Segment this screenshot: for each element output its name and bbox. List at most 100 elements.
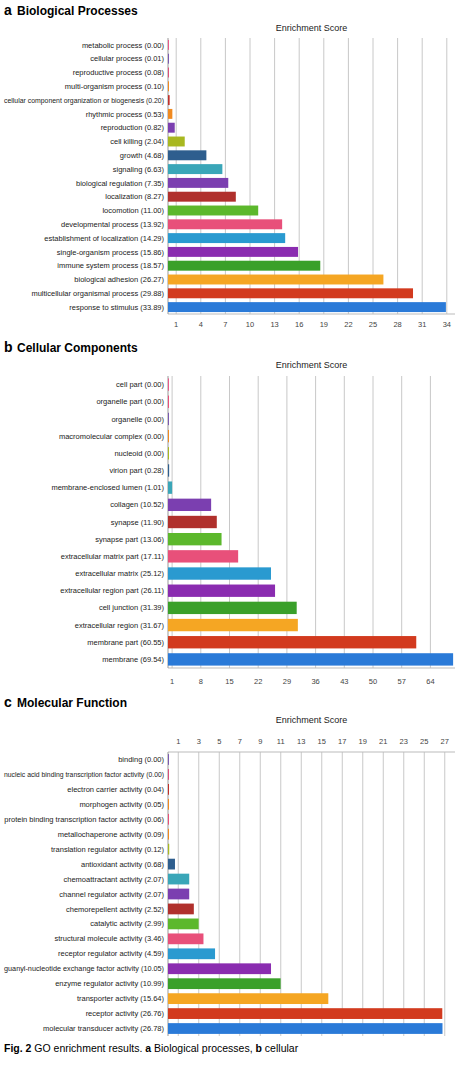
- bar: [168, 754, 169, 765]
- bar: [168, 481, 172, 493]
- bar: [168, 533, 222, 545]
- category-label: response to stimulus (33.89): [69, 303, 164, 312]
- bar: [168, 178, 228, 188]
- grid-line: [225, 38, 226, 314]
- category-label: single-organism process (15.86): [57, 248, 165, 257]
- category-label: locomotion (11.00): [102, 206, 164, 215]
- category-label: multicellular organismal process (29.88): [31, 289, 164, 298]
- bar: [168, 164, 222, 174]
- category-label: enzyme regulator activity (10.99): [55, 979, 164, 988]
- category-label: antioxidant activity (0.68): [81, 860, 164, 869]
- tick-label: 19: [359, 737, 367, 746]
- grid-line: [446, 38, 447, 314]
- bar: [168, 619, 298, 631]
- category-label: reproduction (0.82): [101, 123, 165, 132]
- bar: [168, 275, 383, 285]
- tick-label: 27: [441, 737, 449, 746]
- panel: cMolecular FunctionEnrichment Score13579…: [4, 694, 455, 1036]
- grid-line: [383, 752, 384, 1036]
- bar: [168, 874, 189, 885]
- category-label: binding (0.00): [118, 755, 164, 764]
- bar: [168, 396, 169, 408]
- tick-label: 17: [338, 737, 346, 746]
- tick-label: 34: [443, 320, 451, 329]
- tick-label: 1: [174, 320, 178, 329]
- subtitle: Enrichment Score: [276, 715, 348, 725]
- category-labels: metabolic process (0.00)cellular process…: [4, 41, 165, 312]
- caption-part: Biological processes,: [151, 1042, 255, 1054]
- grid-line: [250, 38, 251, 314]
- tick-label: 22: [344, 320, 352, 329]
- tick-label: 5: [217, 737, 221, 746]
- category-label: immune system process (18.57): [57, 261, 164, 270]
- bar: [168, 919, 199, 930]
- category-label: signaling (6.63): [113, 165, 165, 174]
- grid-line: [200, 38, 201, 314]
- bar: [168, 769, 169, 780]
- tick-label: 25: [420, 737, 428, 746]
- category-labels: binding (0.00)nucleic acid binding trans…: [4, 755, 165, 1033]
- bar: [168, 904, 194, 915]
- category-label: extracellular region (31.67): [75, 621, 165, 630]
- tick-label: 50: [369, 677, 377, 686]
- category-label: reproductive process (0.08): [73, 68, 165, 77]
- bar: [168, 844, 169, 855]
- category-label: morphogen activity (0.05): [79, 800, 164, 809]
- category-label: guanyl-nucleotide exchange factor activi…: [4, 964, 164, 973]
- bar: [168, 963, 271, 974]
- bar: [168, 288, 413, 298]
- grid-line: [444, 752, 445, 1036]
- bar: [168, 636, 416, 648]
- tick-label: 13: [297, 737, 305, 746]
- category-label: receptor activity (26.76): [86, 1009, 165, 1018]
- title: Biological Processes: [17, 4, 138, 18]
- bar: [168, 302, 446, 312]
- tick-label: 7: [238, 737, 242, 746]
- bar: [168, 653, 453, 665]
- category-label: biological adhesion (26.27): [74, 275, 164, 284]
- tick-label: 1: [170, 677, 174, 686]
- panel: aBiological ProcessesEnrichment Score147…: [4, 2, 455, 329]
- tick-label: 28: [393, 320, 401, 329]
- bar: [168, 447, 169, 459]
- panel-label: c: [4, 694, 12, 710]
- tick-label: 16: [295, 320, 303, 329]
- category-label: extracellular region part (26.11): [60, 586, 164, 595]
- tick-label: 15: [318, 737, 326, 746]
- bar: [168, 585, 275, 597]
- category-label: structural molecule activity (3.46): [54, 934, 164, 943]
- category-label: cell killing (2.04): [110, 137, 164, 146]
- category-label: catalytic activity (2.99): [90, 919, 164, 928]
- category-label: organelle (0.00): [111, 415, 164, 424]
- bar: [168, 430, 169, 442]
- category-label: localization (8.27): [105, 192, 164, 201]
- grid-line: [274, 38, 275, 314]
- tick-label: 57: [398, 677, 406, 686]
- category-label: translation regulator activity (0.12): [51, 845, 164, 854]
- category-label: extracellular matrix (25.12): [75, 569, 164, 578]
- tick-label: 10: [246, 320, 254, 329]
- grid-line: [401, 376, 402, 668]
- category-label: electron carrier activity (0.04): [67, 785, 164, 794]
- grid-line: [315, 376, 316, 668]
- bar: [168, 889, 189, 900]
- category-label: cellular process (0.01): [90, 54, 164, 63]
- caption-part: GO enrichment results.: [31, 1042, 145, 1054]
- category-label: cell junction (31.39): [99, 603, 165, 612]
- bar: [168, 378, 169, 390]
- bar: [168, 109, 172, 119]
- bar: [168, 150, 206, 160]
- category-label: synapse part (13.06): [95, 535, 164, 544]
- grid-line: [424, 752, 425, 1036]
- bar: [168, 978, 281, 989]
- category-label: chemoattractant activity (2.07): [64, 875, 165, 884]
- category-label: protein binding transcription factor act…: [4, 815, 164, 824]
- bar: [168, 219, 282, 229]
- bar: [168, 123, 175, 133]
- bar: [168, 948, 215, 959]
- caption: Fig. 2 GO enrichment results. a Biologic…: [4, 1042, 299, 1054]
- tick-label: 15: [225, 677, 233, 686]
- category-label: establishment of localization (14.29): [44, 234, 164, 243]
- category-label: molecular transducer activity (26.78): [43, 1024, 164, 1033]
- x-axis: [168, 314, 455, 315]
